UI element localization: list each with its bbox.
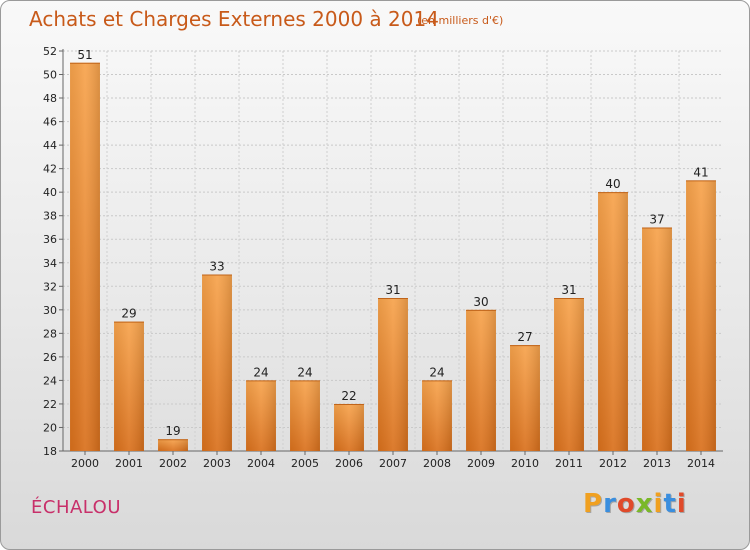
y-tick-label: 44 [43,139,57,152]
chart-title: Achats et Charges Externes 2000 à 2014 [29,7,439,31]
logo-letter: i [653,489,664,519]
bar-shade [158,439,188,451]
bar-shade [70,62,100,451]
x-tick-label: 2008 [423,457,451,470]
bar-shade [510,345,540,451]
x-tick-label: 2011 [555,457,583,470]
bar-shade [246,380,276,451]
bar-shade [598,192,628,452]
data-label: 37 [649,212,664,226]
data-label: 41 [693,165,708,179]
y-tick-label: 30 [43,304,57,317]
data-label: 27 [517,330,532,344]
x-tick-label: 2013 [643,457,671,470]
logo-letter: x [635,489,654,519]
bar-shade [334,403,364,451]
x-tick-label: 2004 [247,457,275,470]
logo-letter: t [663,489,677,519]
x-tick-label: 2006 [335,457,363,470]
logo-letter: o [616,489,636,519]
bar-shade [422,380,452,451]
bar-shade [378,298,408,451]
x-tick-label: 2007 [379,457,407,470]
y-tick-label: 24 [43,374,57,387]
x-tick-label: 2009 [467,457,495,470]
proxiti-logo: Proxiti [583,489,687,519]
x-tick-label: 2005 [291,457,319,470]
logo-letter: i [676,489,687,519]
data-label: 51 [77,48,92,62]
data-label: 33 [209,260,224,274]
y-tick-label: 48 [43,92,57,105]
data-label: 19 [165,424,180,438]
x-tick-label: 2014 [687,457,715,470]
y-tick-label: 18 [43,445,57,458]
logo-letter: P [583,489,604,519]
commune-name: ÉCHALOU [31,497,122,518]
x-tick-label: 2002 [159,457,187,470]
x-tick-label: 2001 [115,457,143,470]
bar-shade [114,321,144,451]
y-tick-label: 34 [43,257,57,270]
bar-shade [686,180,716,452]
bar-shade [642,227,672,451]
data-label: 29 [121,307,136,321]
chart-unit: (en milliers d'€) [417,14,504,27]
y-tick-label: 52 [43,45,57,58]
y-tick-label: 38 [43,210,57,223]
bar-shade [202,274,232,451]
labels: 18 20 22 24 26 28 30 32 34 36 38 40 42 44 46 48 50 52 51 20… [43,45,715,470]
grid-lines [63,50,723,452]
y-tick-label: 20 [43,421,57,434]
y-tick-label: 28 [43,327,57,340]
data-label: 24 [253,365,268,379]
x-tick-label: 2000 [71,457,99,470]
y-tick-label: 40 [43,186,57,199]
data-label: 24 [429,365,444,379]
logo-letter: r [603,489,617,519]
y-tick-label: 26 [43,351,57,364]
x-tick-label: 2012 [599,457,627,470]
x-tick-label: 2010 [511,457,539,470]
y-tick-label: 50 [43,69,57,82]
data-label: 24 [297,365,312,379]
x-tick-label: 2003 [203,457,231,470]
data-label: 40 [605,177,620,191]
data-label: 31 [385,283,400,297]
bars [70,62,716,452]
y-tick-label: 32 [43,280,57,293]
y-tick-label: 22 [43,398,57,411]
bar-shade [466,309,496,451]
bar-shade [290,380,320,451]
y-tick-label: 42 [43,163,57,176]
data-label: 22 [341,389,356,403]
data-label: 30 [473,295,488,309]
data-label: 31 [561,283,576,297]
y-tick-label: 46 [43,116,57,129]
y-tick-label: 36 [43,233,57,246]
bar-shade [554,298,584,451]
